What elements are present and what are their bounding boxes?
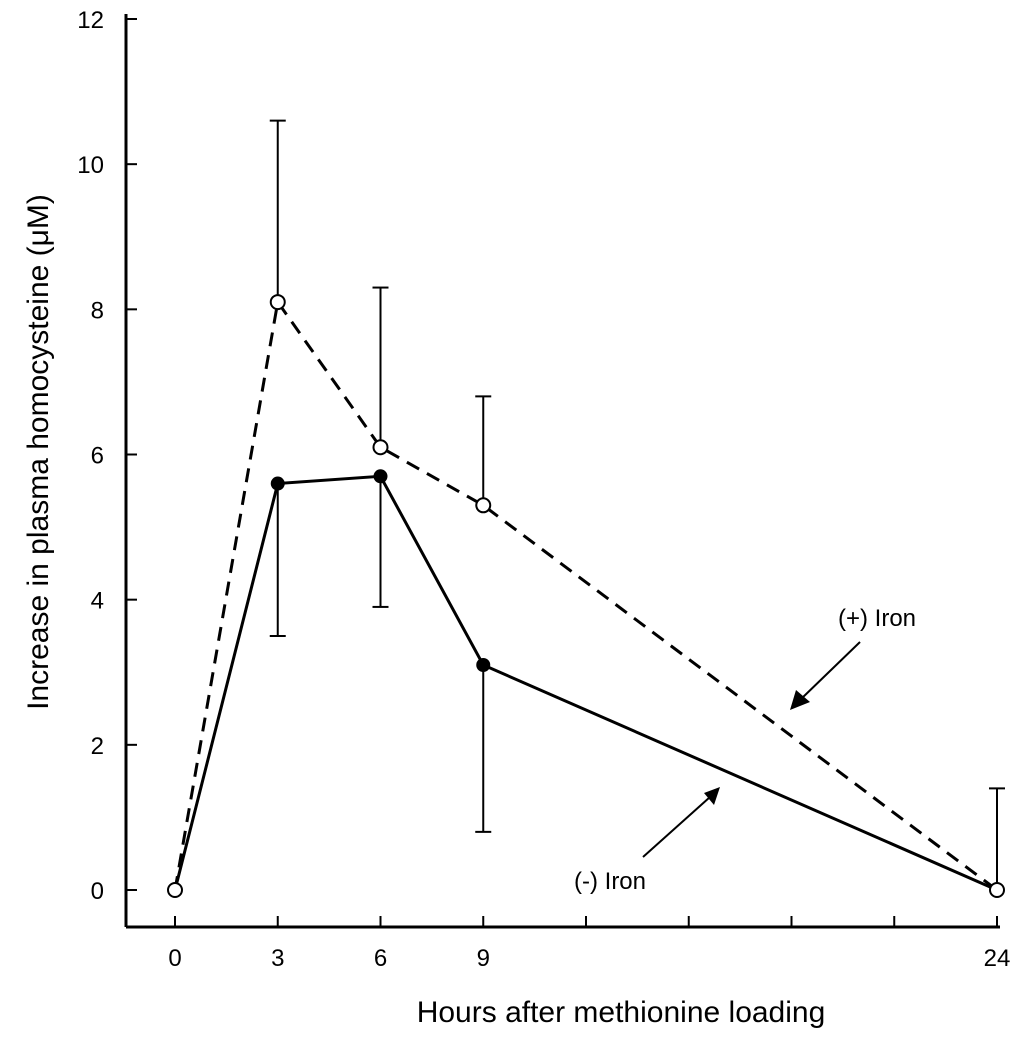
plus-iron-data-point [989,882,1005,898]
plus-iron-series-line [173,298,998,892]
annotations: (+) Iron (-) Iron [574,605,916,895]
annotation-minus-iron-label: (-) Iron [574,868,646,895]
plus-iron-data-point [475,497,492,514]
y-tick-label: 6 [91,443,104,470]
y-tick-label: 4 [91,588,104,615]
annotation-plus-iron-arrow [799,641,861,701]
y-tick-label: 10 [77,152,104,179]
plus-iron-data-point [167,882,183,898]
series-layer [167,119,1005,898]
annotation-minus-iron-arrow [642,796,711,858]
x-tick-label: 9 [477,945,490,972]
x-tick-label: 6 [374,945,387,972]
minus-iron-data-point [270,476,285,491]
y-tick-label: 0 [91,878,104,905]
annotation-minus-iron-arrowhead [704,787,720,805]
x-tick-label: 3 [271,945,284,972]
x-tick-label: 24 [984,945,1011,972]
y-tick-label: 2 [91,733,104,760]
minus-iron-series-line [173,474,998,892]
plus-iron-data-point [372,439,389,456]
y-tick-label: 12 [77,7,104,34]
minus-iron-data-point [476,657,491,672]
plus-iron-data-point [269,294,286,311]
y-tick-label: 8 [91,297,104,324]
x-tick-label: 0 [168,945,181,972]
x-axis-title: Hours after methionine loading [417,996,826,1029]
y-axis-title: Increase in plasma homocysteine (μM) [22,194,55,710]
annotation-plus-iron-label: (+) Iron [838,605,916,632]
annotation-plus-iron-arrowhead [790,690,810,710]
minus-iron-data-point [373,469,388,484]
